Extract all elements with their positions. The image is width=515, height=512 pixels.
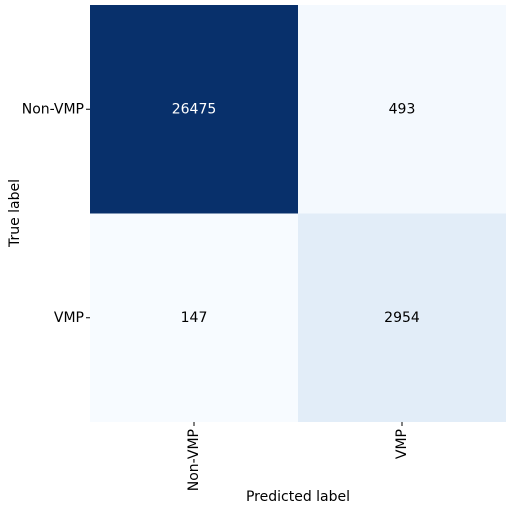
cell-label: 2954	[384, 310, 420, 326]
x-tick-label: Non-VMP	[186, 429, 202, 491]
cell-label: 147	[181, 310, 208, 326]
y-tick-label: VMP	[54, 310, 84, 326]
cell-label: 26475	[172, 101, 217, 117]
heatmap-cell	[298, 213, 506, 422]
heatmap-cell	[90, 213, 298, 422]
heatmap-cell	[298, 5, 506, 214]
heatmap-cell	[90, 5, 298, 214]
x-axis-label: Predicted label	[246, 489, 350, 505]
cell-label: 493	[389, 101, 416, 117]
x-tick-label: VMP	[394, 429, 410, 459]
y-tick-label: Non-VMP	[22, 101, 84, 117]
y-axis-label: True label	[7, 179, 23, 248]
